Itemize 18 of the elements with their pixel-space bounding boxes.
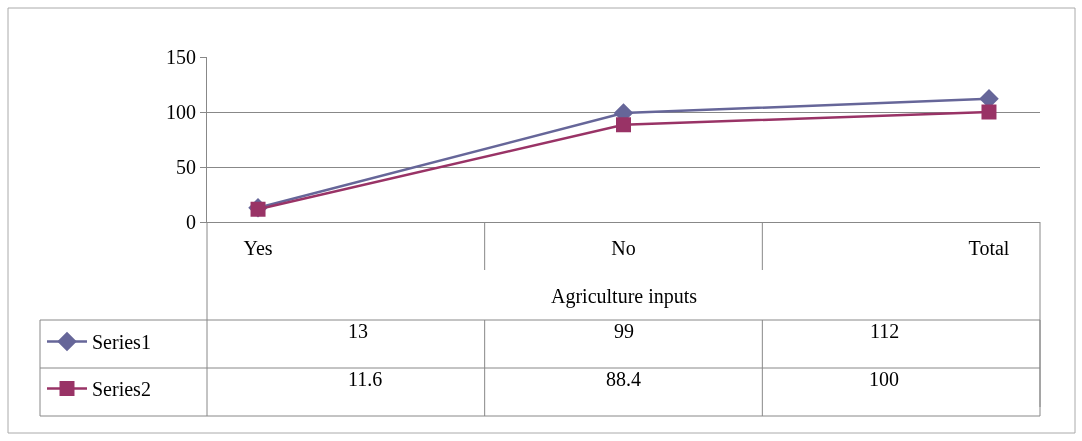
y-tick-label: 0 [186, 211, 196, 233]
x-tick-label: Yes [243, 237, 273, 259]
legend-label: Series2 [92, 378, 151, 401]
data-label: 99 [614, 320, 634, 342]
data-label: 13 [348, 320, 368, 342]
legend-label: Series1 [92, 331, 151, 354]
data-label: 88.4 [606, 368, 641, 390]
data-label: 100 [869, 368, 899, 390]
x-tick-label: Total [968, 237, 1010, 259]
point [981, 104, 997, 120]
y-tick-label: 150 [166, 46, 196, 68]
x-axis-title: Agriculture inputs [551, 285, 698, 308]
data-label: 11.6 [348, 368, 383, 390]
y-tick-label: 50 [176, 156, 196, 178]
y-tick-label: 100 [166, 101, 196, 123]
point [616, 117, 631, 133]
data-label: 112 [870, 320, 900, 342]
x-tick-label: No [611, 237, 636, 259]
